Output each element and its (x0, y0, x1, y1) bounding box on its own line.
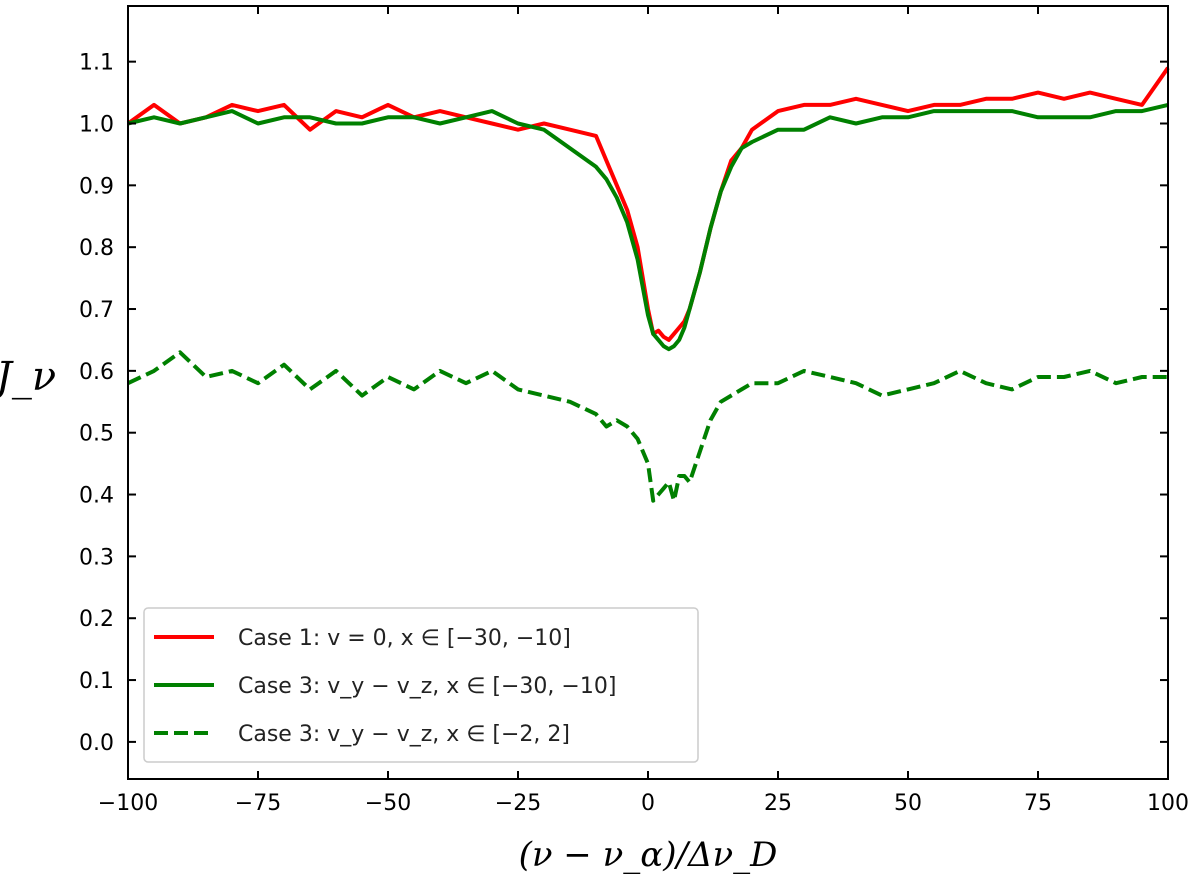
legend-entry-case1: Case 1: v = 0, x ∈ [−30, −10] (238, 626, 571, 651)
x-tick-label-0: −100 (98, 791, 158, 816)
x-tick-label-4: 0 (641, 791, 655, 816)
x-tick-label-3: −25 (495, 791, 541, 816)
lines-layer (126, 66, 1170, 503)
legend-entry-case3-narrow: Case 3: v_y − v_z, x ∈ [−2, 2] (238, 722, 570, 747)
series-line-2 (127, 350, 1168, 503)
y-tick-label-6: 0.6 (79, 360, 114, 385)
x-tick-label-5: 25 (764, 791, 792, 816)
legend: Case 1: v = 0, x ∈ [−30, −10] Case 3: v_… (143, 607, 699, 763)
x-axis-label: (ν − ν_α)/Δν_D (519, 835, 778, 875)
x-tick-label-7: 75 (1024, 791, 1052, 816)
y-tick-label-3: 0.3 (79, 545, 114, 570)
x-tick-label-1: −75 (235, 791, 281, 816)
y-tick-label-11: 1.1 (79, 51, 114, 76)
series-line-0 (126, 66, 1170, 342)
y-tick-label-10: 1.0 (79, 112, 114, 137)
x-tick-label-8: 100 (1147, 791, 1189, 816)
y-axis-label: J_ν (0, 354, 56, 400)
ticks-layer: −100 −75 −50 −25 0 25 50 75 100 0.0 0.1 0.2 0.3 0.4 0.… (79, 6, 1189, 816)
y-tick-label-4: 0.4 (79, 484, 114, 509)
legend-entry-case3-wide: Case 3: v_y − v_z, x ∈ [−30, −10] (238, 674, 616, 699)
series-line-1 (127, 102, 1169, 352)
y-tick-label-0: 0.0 (79, 731, 114, 756)
y-tick-label-7: 0.7 (79, 298, 114, 323)
y-tick-label-2: 0.2 (79, 607, 114, 632)
y-tick-label-5: 0.5 (79, 422, 114, 447)
y-tick-label-8: 0.8 (79, 236, 114, 261)
legend-box (143, 607, 699, 763)
y-tick-label-1: 0.1 (79, 669, 114, 694)
y-tick-label-9: 0.9 (79, 174, 114, 199)
x-tick-label-6: 50 (894, 791, 922, 816)
x-tick-label-2: −50 (365, 791, 411, 816)
